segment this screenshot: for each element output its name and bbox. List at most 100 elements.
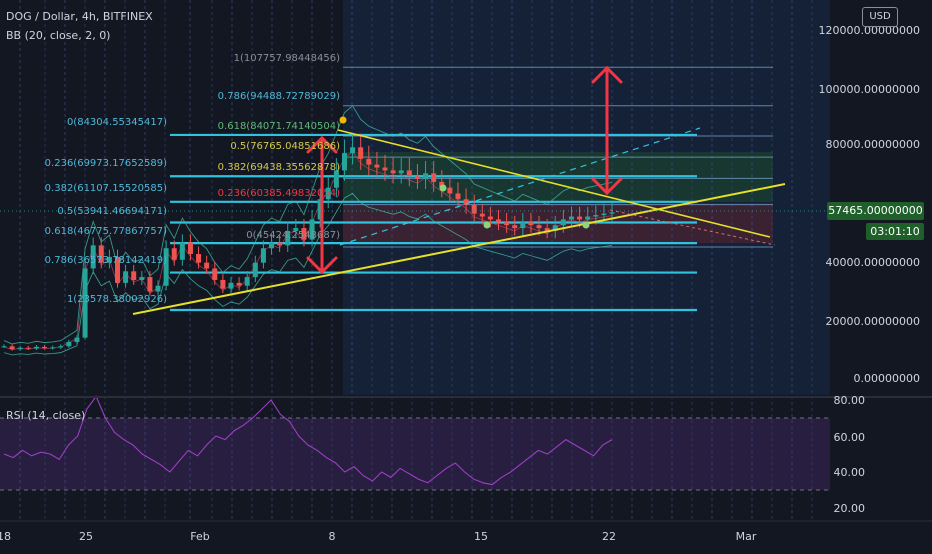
fib-left-label: 0(84304.55345417) bbox=[67, 117, 167, 128]
candle-body bbox=[593, 215, 599, 217]
swing-low-marker bbox=[483, 221, 491, 229]
candle-body bbox=[293, 228, 299, 231]
time-axis-label: 8 bbox=[329, 530, 336, 543]
candle-body bbox=[496, 219, 502, 223]
time-axis-label: 18 bbox=[0, 530, 11, 543]
resistance-trendline bbox=[337, 129, 771, 238]
time-axis-label: 22 bbox=[602, 530, 616, 543]
candle-body bbox=[260, 248, 266, 263]
candle-body bbox=[147, 277, 153, 292]
candle-body bbox=[1, 346, 7, 348]
candle-body bbox=[98, 245, 104, 263]
candle-body bbox=[479, 213, 485, 217]
time-axis-label: Mar bbox=[736, 530, 757, 543]
fib-left-label: 1(23578.38002926) bbox=[67, 294, 167, 305]
candle-body bbox=[317, 199, 323, 220]
candle-body bbox=[382, 167, 388, 171]
candle-body bbox=[33, 346, 39, 349]
candle-body bbox=[212, 268, 218, 280]
rsi-band bbox=[0, 418, 830, 490]
currency-selector[interactable]: USD bbox=[862, 7, 898, 27]
candle-body bbox=[163, 248, 169, 286]
candle-body bbox=[90, 245, 96, 269]
candle-body bbox=[406, 170, 412, 177]
candle-body bbox=[50, 347, 56, 349]
candle-body bbox=[17, 347, 23, 350]
swing-low-marker bbox=[439, 184, 447, 192]
price-axis-label: 100000.00000000 bbox=[819, 83, 920, 96]
time-axis-label: 25 bbox=[79, 530, 93, 543]
candle-body bbox=[236, 282, 242, 286]
candle-body bbox=[252, 262, 258, 278]
candle-body bbox=[139, 277, 145, 280]
candle-body bbox=[123, 271, 129, 283]
candle-body bbox=[114, 256, 120, 283]
candle-body bbox=[42, 346, 48, 349]
bb-indicator-label[interactable]: BB (20, close, 2, 0) bbox=[6, 29, 111, 42]
candle-body bbox=[398, 170, 404, 174]
candle-body bbox=[220, 279, 226, 289]
candle-body bbox=[552, 225, 558, 231]
candle-body bbox=[196, 254, 202, 263]
symbol-title[interactable]: DOG / Dollar, 4h, BITFINEX bbox=[6, 10, 153, 23]
candle-body bbox=[285, 230, 291, 246]
candle-body bbox=[423, 173, 429, 180]
support-trendline bbox=[132, 183, 786, 315]
fib-right-label: 0.618(84071.74140504) bbox=[218, 121, 340, 132]
fib-right-label: 1(107757.98448456) bbox=[234, 53, 341, 64]
fib-left-label: 0.786(36573.78142419) bbox=[45, 255, 167, 266]
candle-body bbox=[187, 242, 193, 255]
candle-body bbox=[25, 347, 31, 349]
candle-body bbox=[277, 242, 283, 246]
candle-body bbox=[366, 158, 372, 165]
candle-body bbox=[528, 222, 534, 226]
rsi-axis-label: 80.00 bbox=[834, 394, 866, 407]
price-axis-label: 0.00000000 bbox=[854, 372, 920, 385]
candle-body bbox=[309, 219, 315, 240]
fib-left-label: 0.382(61107.15520585) bbox=[45, 183, 167, 194]
current-price-tag: 57465.00000000 bbox=[827, 202, 924, 220]
fib-right-label: 0.5(76765.04851686) bbox=[230, 141, 340, 152]
fib-left-label: 0.236(69973.17652589) bbox=[45, 158, 167, 169]
rsi-axis-label: 40.00 bbox=[834, 466, 866, 479]
candle-body bbox=[463, 199, 469, 205]
candle-body bbox=[333, 170, 339, 188]
candle-body bbox=[341, 153, 347, 171]
channel-dashed-line bbox=[339, 127, 701, 246]
candle-body bbox=[374, 164, 380, 168]
price-axis-label: 80000.00000000 bbox=[826, 138, 920, 151]
price-axis-label: 120000.00000000 bbox=[819, 24, 920, 37]
resistance-extension bbox=[609, 209, 776, 246]
fib-right-label: 0(45424.2548687) bbox=[246, 230, 340, 241]
candle-body bbox=[106, 256, 112, 263]
fib-right-label: 0.786(94488.72789029) bbox=[218, 91, 340, 102]
candle-body bbox=[204, 262, 210, 269]
rsi-indicator-label[interactable]: RSI (14, close) bbox=[6, 409, 86, 422]
swing-low-marker bbox=[582, 221, 590, 229]
fib-right-label: 0.236(60385.49832054) bbox=[218, 188, 340, 199]
candle-body bbox=[228, 282, 234, 289]
candle-body bbox=[447, 187, 453, 194]
candle-body bbox=[358, 147, 364, 159]
candle-body bbox=[568, 216, 574, 220]
candle-body bbox=[171, 248, 177, 260]
rsi-line bbox=[3, 395, 613, 486]
candle-body bbox=[504, 222, 510, 226]
candle-body bbox=[82, 268, 88, 338]
candle-body bbox=[577, 216, 583, 220]
candle-body bbox=[609, 212, 615, 214]
candle-body bbox=[544, 228, 550, 231]
candle-body bbox=[301, 228, 307, 240]
fib-right-label: 0.382(69438.35562878) bbox=[218, 162, 340, 173]
bollinger-basis bbox=[3, 151, 613, 351]
candle-body bbox=[9, 346, 15, 350]
time-axis-label: Feb bbox=[190, 530, 209, 543]
time-axis-label: 15 bbox=[474, 530, 488, 543]
candle-body bbox=[269, 242, 275, 249]
candle-body bbox=[520, 222, 526, 229]
candle-body bbox=[244, 277, 250, 286]
bollinger-upper-band bbox=[3, 105, 613, 345]
candle-body bbox=[390, 170, 396, 174]
candle-body bbox=[131, 271, 137, 280]
